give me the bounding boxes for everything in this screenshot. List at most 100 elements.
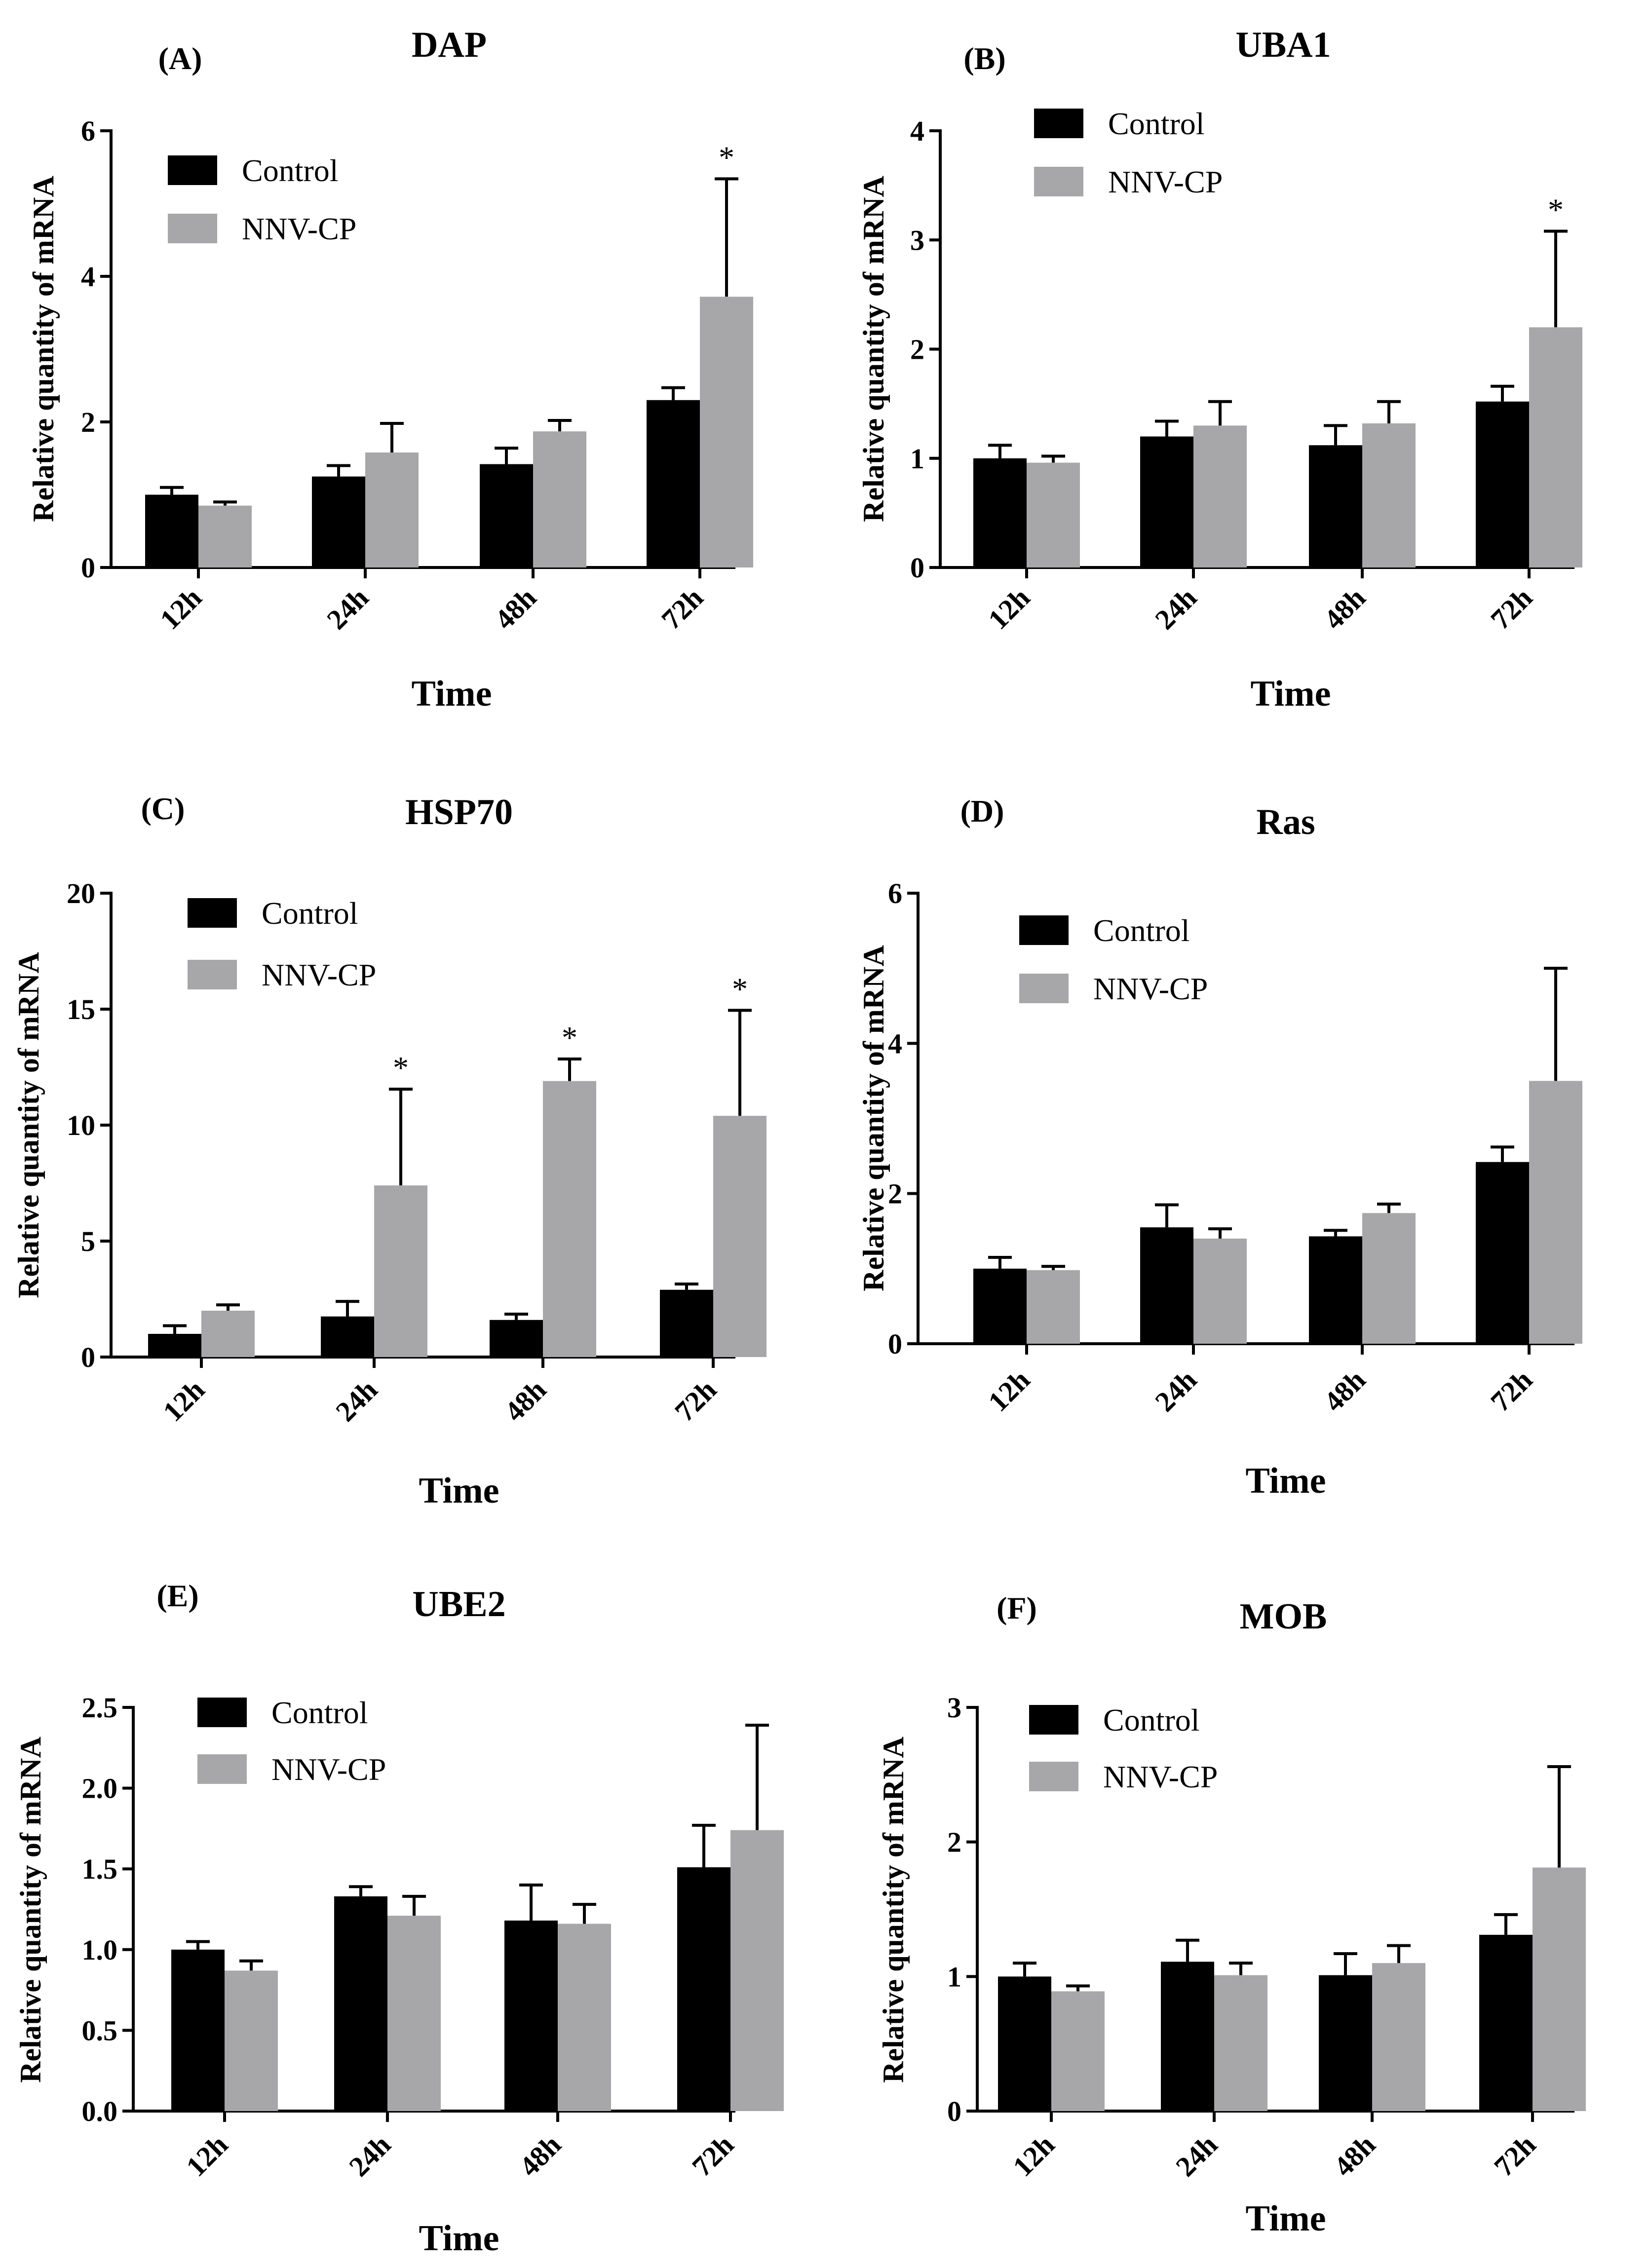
panel-uba1-nnv-cp-bar-72h [1529,327,1582,567]
panel-ube2-ytick-label: 2.0 [82,1773,118,1805]
panel-hsp70-legend-label-control: Control [262,896,358,931]
panel-hsp70-ytick-label: 5 [81,1225,95,1257]
panel-dap-y-label: Relative quantity of mRNA [27,176,60,522]
panel-dap-ytick-label: 6 [81,115,95,147]
panel-hsp70-xtick-label: 72h [668,1373,723,1428]
panel-hsp70-significance-star-48h: * [562,1020,577,1055]
panel-dap-letter: (A) [158,41,202,76]
panel-uba1-title: UBA1 [1235,25,1331,65]
panel-uba1-nnv-cp-bar-24h [1193,425,1247,567]
panel-mob-ytick-label: 1 [947,1961,961,1993]
panel-ras-control-bar-72h [1476,1162,1529,1344]
panel-ube2-xtick-label: 48h [513,2128,567,2183]
panel-mob-y-label: Relative quantity of mRNA [877,1737,910,2083]
panel-ube2-legend-swatch-nnv-cp [197,1754,247,1784]
panel-uba1-significance-star-72h: * [1548,192,1564,227]
panel-ras-xtick-label: 48h [1317,1363,1372,1418]
panel-mob-ytick-label: 0 [947,2095,961,2127]
panel-uba1-ytick-label: 2 [910,334,924,366]
panel-hsp70-nnv-cp-bar-24h [374,1185,427,1357]
panel-ube2-ytick-label: 1.5 [82,1853,118,1885]
panel-ras-control-bar-24h [1140,1227,1193,1344]
panel-ras-nnv-cp-bar-72h [1529,1081,1582,1344]
panel-dap-xtick-label: 72h [655,581,709,636]
panel-hsp70-nnv-cp-bar-48h [543,1081,596,1357]
panel-dap-nnv-cp-bar-24h [365,452,419,567]
panel-uba1-xtick-label: 72h [1484,581,1538,636]
panel-ube2-control-bar-12h [171,1949,225,2111]
panel-hsp70-significance-star-24h: * [393,1050,409,1085]
panel-hsp70-ytick-label: 20 [67,877,95,909]
panel-dap-xtick-label: 48h [488,581,542,636]
panel-dap-significance-star-72h: * [719,140,734,175]
panel-ube2-legend-label-nnv-cp: NNV-CP [271,1752,386,1787]
panel-uba1-xtick-label: 24h [1149,581,1203,636]
panel-ras-xtick-label: 72h [1484,1363,1538,1418]
panel-mob-control-bar-48h [1319,1975,1372,2111]
panel-hsp70-ytick-label: 0 [81,1341,95,1373]
panel-dap-xtick-label: 24h [320,581,375,636]
panel-uba1-control-bar-24h [1140,436,1193,567]
panel-ras-x-label: Time [1245,1461,1326,1501]
panel-dap-legend-swatch-control [168,155,217,185]
panel-mob-nnv-cp-bar-72h [1533,1867,1586,2111]
panel-mob-title: MOB [1240,1596,1327,1637]
panel-hsp70-y-label: Relative quantity of mRNA [12,952,45,1298]
panel-uba1-y-label: Relative quantity of mRNA [857,176,890,522]
panel-ube2-ytick-label: 0.5 [82,2014,118,2046]
panel-uba1-ytick-label: 4 [910,115,924,147]
panel-ube2-letter: (E) [156,1578,198,1613]
panel-hsp70-ytick-label: 15 [67,993,95,1025]
panel-dap-legend-swatch-nnv-cp [168,214,217,243]
panel-ras-chart: (D) Ras 0 2 4 6 Relative quantity of mRNA 12h 24… [857,794,1582,1501]
panel-mob-legend-swatch-nnv-cp [1029,1762,1078,1791]
panel-dap-ytick-label: 4 [81,261,95,293]
panel-ras-letter: (D) [960,794,1004,829]
panel-dap-legend-label-control: Control [242,153,339,188]
panel-uba1-legend-label-nnv-cp: NNV-CP [1108,164,1223,199]
panel-ras-nnv-cp-bar-12h [1027,1270,1080,1344]
panel-dap-xtick-label: 12h [153,581,208,636]
panel-ube2-title: UBE2 [412,1584,505,1625]
panel-uba1-control-bar-72h [1476,401,1529,567]
panel-mob-legend-label-control: Control [1103,1702,1200,1738]
panel-dap-nnv-cp-bar-48h [533,431,586,567]
panel-ube2-control-bar-24h [334,1896,387,2111]
panel-mob-xtick-label: 48h [1327,2128,1381,2183]
panel-ube2-legend: Control NNV-CP [197,1695,386,1787]
panel-hsp70-legend-swatch-control [188,898,237,928]
panel-ras-title: Ras [1256,802,1315,842]
panel-hsp70-legend-label-nnv-cp: NNV-CP [262,957,376,992]
panel-dap-chart: (A) DAP 0 2 4 6 Relative quantity of mRNA 12h 24… [27,25,753,714]
panel-ube2-nnv-cp-bar-12h [225,1970,278,2111]
panel-dap-nnv-cp-bar-72h [700,297,753,567]
panel-mob-legend: Control NNV-CP [1029,1702,1218,1794]
panel-dap-control-bar-48h [480,464,533,567]
panel-uba1-control-bar-48h [1309,445,1362,567]
panel-mob-xtick-label: 24h [1169,2128,1224,2183]
panel-ube2-xtick-label: 72h [686,2128,740,2183]
panel-ube2-nnv-cp-bar-48h [558,1924,611,2111]
panel-ube2-y-label: Relative quantity of mRNA [14,1737,47,2083]
panel-hsp70-xtick-label: 48h [498,1373,552,1428]
panel-ras-legend: Control NNV-CP [1019,913,1208,1006]
panel-ras-legend-swatch-nnv-cp [1019,974,1069,1003]
panel-dap-ytick-label: 2 [81,406,95,438]
panel-hsp70-chart: (C) HSP70 0 5 10 15 20 Relative quantity of mRN… [12,791,767,1511]
panel-uba1-nnv-cp-bar-48h [1362,423,1416,567]
panel-uba1-legend-swatch-control [1034,109,1083,138]
panel-ras-legend-label-nnv-cp: NNV-CP [1093,971,1208,1006]
panel-ras-xtick-label: 12h [982,1363,1036,1418]
panel-ras-y-label: Relative quantity of mRNA [857,945,890,1291]
panel-hsp70-xtick-label: 24h [329,1373,383,1428]
panel-ube2-xtick-label: 12h [180,2128,234,2183]
panel-ras-control-bar-48h [1309,1236,1362,1344]
panel-mob-xtick-label: 72h [1488,2128,1542,2183]
panel-ube2-xtick-label: 24h [343,2128,397,2183]
panel-uba1-nnv-cp-bar-12h [1027,462,1080,567]
panel-dap-control-bar-12h [145,494,198,567]
panel-ube2-nnv-cp-bar-72h [730,1830,784,2111]
panel-hsp70-nnv-cp-bar-12h [201,1311,255,1357]
panel-ras-legend-swatch-control [1019,915,1069,945]
